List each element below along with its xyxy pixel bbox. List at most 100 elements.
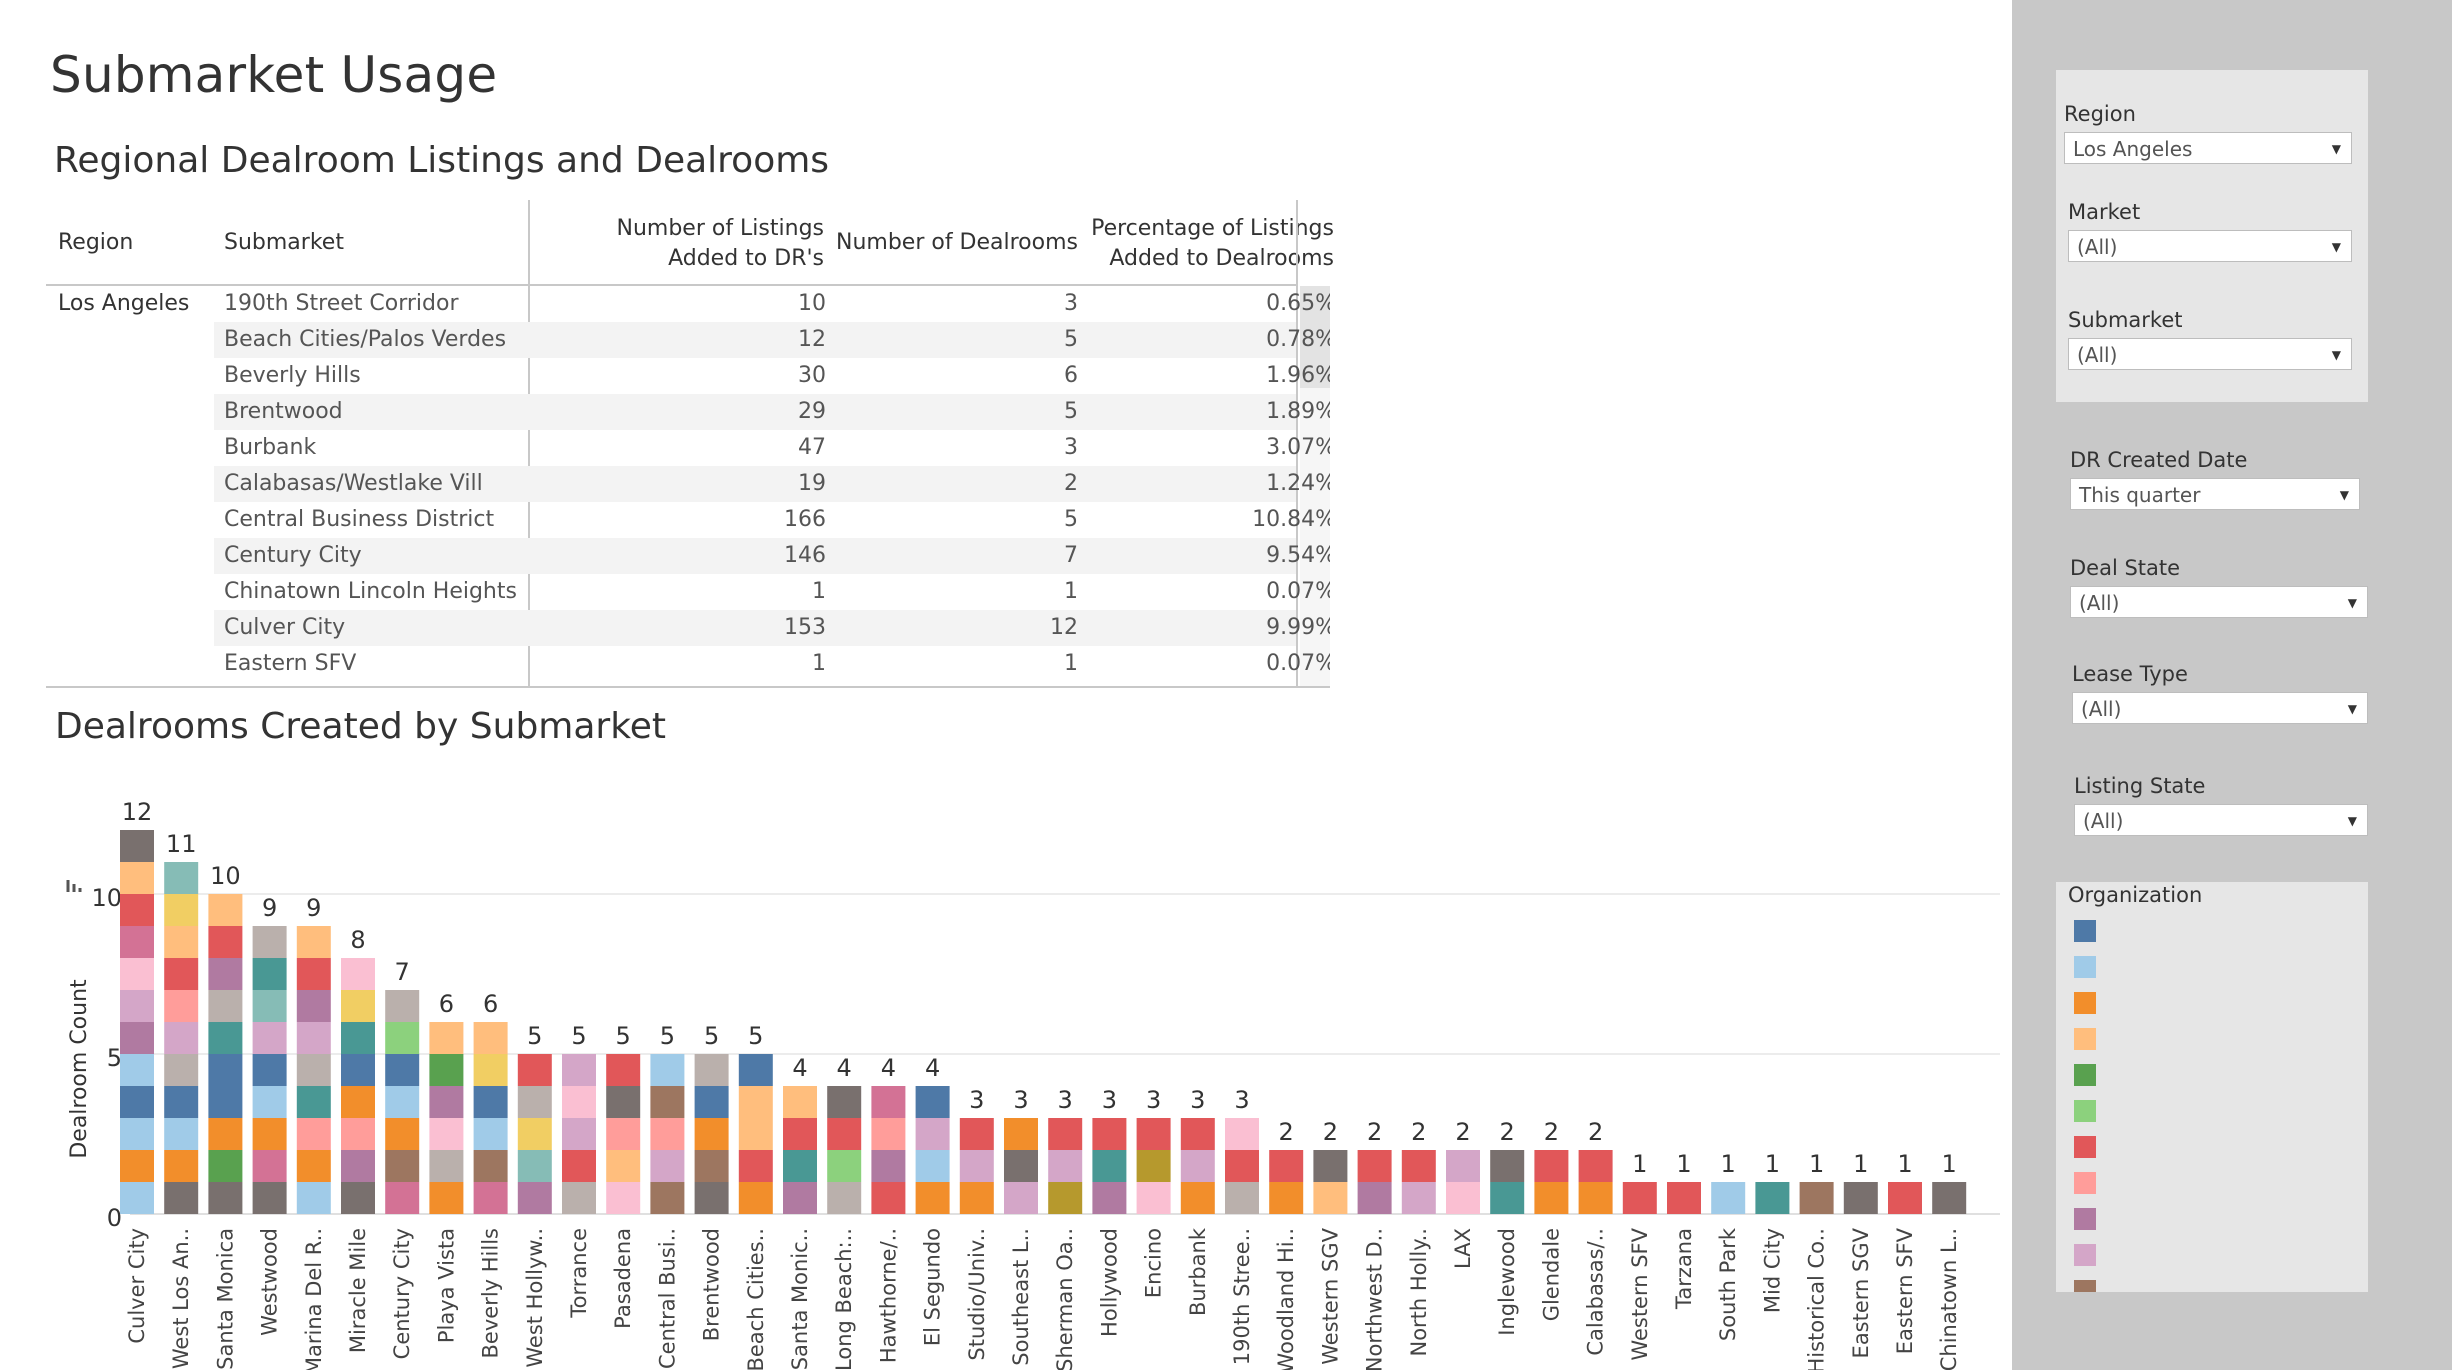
bar-segment[interactable] [783,1086,817,1118]
bar-segment[interactable] [429,1022,464,1054]
header-region[interactable]: Region [58,230,134,255]
market-select[interactable]: (All) ▼ [2068,230,2352,262]
bar-segment[interactable] [694,1150,729,1182]
header-submarket[interactable]: Submarket [224,230,344,255]
table-row[interactable]: 190th Street Corridor 10 3 0.65% [214,286,1330,322]
bar-segment[interactable] [694,1118,729,1150]
bar-segment[interactable] [296,1150,331,1182]
bar-segment[interactable] [517,1086,552,1118]
legend-swatch[interactable] [2074,992,2096,1014]
bar-segment[interactable] [1092,1182,1127,1214]
bar-segment[interactable] [517,1118,552,1150]
bar-segment[interactable] [694,1182,729,1214]
bar-segment[interactable] [783,1150,817,1182]
bar-segment[interactable] [650,1118,685,1150]
bar-segment[interactable] [473,1086,508,1118]
bar-segment[interactable] [252,1086,287,1118]
bar-segment[interactable] [1048,1150,1083,1182]
bar-segment[interactable] [341,1150,375,1182]
bar-segment[interactable] [252,1022,287,1054]
bar-segment[interactable] [517,1054,552,1086]
bar-segment[interactable] [341,1054,375,1086]
bar-segment[interactable] [252,990,287,1022]
bar-segment[interactable] [473,1118,508,1150]
bar-segment[interactable] [208,1086,243,1118]
bar-segment[interactable] [296,1118,331,1150]
organization-legend[interactable]: Organization [2056,882,2368,1292]
bar-segment[interactable] [1534,1150,1569,1182]
bar-segment[interactable] [208,958,243,990]
bar-segment[interactable] [164,1086,199,1118]
bar-segment[interactable] [296,1086,331,1118]
bar-segment[interactable] [606,1182,641,1214]
bar-segment[interactable] [164,1054,199,1086]
bar-segment[interactable] [385,1022,420,1054]
bar-segment[interactable] [429,1086,464,1118]
bar-segment[interactable] [120,1150,154,1182]
bar-segment[interactable] [1136,1118,1171,1150]
bar-segment[interactable] [208,1182,243,1214]
bar-segment[interactable] [120,1182,154,1214]
bar-segment[interactable] [827,1118,862,1150]
bar-segment[interactable] [385,1086,420,1118]
bar-segment[interactable] [164,958,199,990]
table-row[interactable]: Beach Cities/Palos Verdes 12 5 0.78% [214,322,1330,358]
bar-segment[interactable] [650,1054,685,1086]
legend-swatch[interactable] [2074,1064,2096,1086]
bar-segment[interactable] [606,1054,641,1086]
bar-segment[interactable] [296,990,331,1022]
bar-segment[interactable] [296,1054,331,1086]
bar-segment[interactable] [164,990,199,1022]
bar-segment[interactable] [120,1086,154,1118]
bar-segment[interactable] [208,926,243,958]
legend-swatch[interactable] [2074,1244,2096,1266]
bar-segment[interactable] [517,1182,552,1214]
bar-segment[interactable] [1446,1150,1480,1182]
bar-segment[interactable] [473,1182,508,1214]
bar-segment[interactable] [827,1150,862,1182]
bar-segment[interactable] [959,1150,994,1182]
bar-segment[interactable] [783,1182,817,1214]
legend-swatch[interactable] [2074,1172,2096,1194]
bar-segment[interactable] [650,1182,685,1214]
bar-segment[interactable] [120,894,154,926]
bar-segment[interactable] [738,1054,773,1086]
bar-segment[interactable] [1843,1182,1878,1214]
bar-segment[interactable] [562,1118,596,1150]
bar-segment[interactable] [164,862,199,894]
header-percentage[interactable]: Percentage of Listings Added to Dealroom… [1091,216,1334,271]
bar-segment[interactable] [1711,1182,1746,1214]
bar-segment[interactable] [1932,1182,1967,1214]
legend-swatch[interactable] [2074,1280,2096,1292]
bar-segment[interactable] [120,958,154,990]
bar-segment[interactable] [1313,1182,1348,1214]
header-dealrooms[interactable]: Number of Dealrooms [835,230,1078,255]
bar-segment[interactable] [1225,1118,1259,1150]
bar-segment[interactable] [694,1054,729,1086]
table-scrollbar-thumb[interactable] [1300,286,1330,388]
bar-segment[interactable] [915,1182,950,1214]
lease-type-select[interactable]: (All) ▼ [2072,692,2368,724]
bar-segment[interactable] [341,1182,375,1214]
bar-segment[interactable] [827,1086,862,1118]
table-row[interactable]: Culver City 153 12 9.99% [214,610,1330,646]
bar-segment[interactable] [1534,1182,1569,1214]
bar-segment[interactable] [341,958,375,990]
legend-swatch[interactable] [2074,1028,2096,1050]
bar-segment[interactable] [1136,1150,1171,1182]
bar-segment[interactable] [385,990,420,1022]
header-listings[interactable]: Number of Listings Added to DR's [616,216,824,271]
bar-segment[interactable] [650,1150,685,1182]
bar-segment[interactable] [208,1150,243,1182]
region-select[interactable]: Los Angeles ▼ [2064,132,2352,164]
bar-segment[interactable] [562,1054,596,1086]
bar-segment[interactable] [208,894,243,926]
bar-segment[interactable] [1401,1182,1436,1214]
bar-segment[interactable] [296,1182,331,1214]
bar-segment[interactable] [341,1022,375,1054]
bar-segment[interactable] [120,862,154,894]
bar-segment[interactable] [738,1118,773,1150]
bar-segment[interactable] [606,1086,641,1118]
bar-segment[interactable] [783,1118,817,1150]
bar-segment[interactable] [296,958,331,990]
